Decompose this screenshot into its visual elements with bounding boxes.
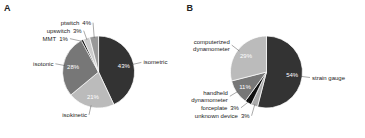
- category-label: isotonic: [33, 61, 53, 67]
- data-label: 43%: [118, 63, 131, 69]
- category-label: unknown device: [195, 113, 239, 119]
- category-label: upswitch: [47, 28, 70, 34]
- data-label: 21%: [87, 94, 100, 100]
- slice-label: unknown device3%: [195, 113, 250, 119]
- leader-line: [300, 76, 310, 77]
- leader-line: [241, 101, 249, 107]
- slice-label: isokinetic: [62, 112, 87, 118]
- label-line: strain gauge: [312, 75, 346, 81]
- label-line: upswitch: [47, 28, 70, 34]
- data-label: 11%: [239, 84, 251, 90]
- data-label: 1%: [59, 36, 68, 42]
- label-line: isometric: [143, 59, 167, 65]
- leader-line: [89, 105, 91, 114]
- panel-label: A: [4, 3, 11, 13]
- category-label: computerizeddynamometer: [193, 39, 230, 52]
- slice-label: MMT1%: [43, 36, 69, 42]
- category-label: forceplate: [201, 105, 228, 111]
- category-label: isometric: [143, 59, 167, 65]
- label-line: isotonic: [33, 61, 53, 67]
- slice-label: isotonic: [33, 61, 53, 67]
- label-line: unknown device: [195, 113, 239, 119]
- label-line: handheld: [203, 90, 228, 96]
- labels: 54%11%29%strain gaugeunknown device3%for…: [191, 39, 346, 119]
- figure: A 43% 21% 28% isometric isokinetic isotonic MMT…: [0, 0, 365, 138]
- category-label: MMT: [43, 36, 57, 42]
- category-label: isokinetic: [62, 112, 87, 118]
- label-line: dynamometer: [191, 97, 228, 103]
- category-label: strain gauge: [312, 75, 346, 81]
- data-label: 54%: [286, 72, 299, 78]
- pie: A 43% 21% 28% isometric isokinetic isotonic MMT…: [4, 3, 167, 118]
- pie: B54%11%29%strain gaugeunknown device3%fo…: [187, 3, 346, 119]
- label-line: computerized: [194, 39, 230, 45]
- data-label: 28%: [67, 64, 80, 70]
- label-line: ptwitch: [61, 20, 80, 26]
- data-label: 3%: [230, 105, 239, 111]
- slice: [230, 36, 266, 81]
- slice-label: isometric: [143, 59, 167, 65]
- label-line: forceplate: [201, 105, 228, 111]
- leader-line: [70, 39, 83, 42]
- panel-label: B: [187, 3, 194, 13]
- data-label: 3%: [73, 28, 82, 34]
- leader-line: [93, 23, 94, 38]
- data-label: 4%: [82, 20, 91, 26]
- leader-line: [132, 62, 141, 64]
- slice-label: handhelddynamometer: [191, 90, 228, 103]
- label-line: MMT: [43, 36, 57, 42]
- labels: 43% 21% 28% isometric isokinetic isotonic MMT1…: [33, 20, 167, 118]
- slices: [63, 36, 135, 108]
- slice-label: computerizeddynamometer: [193, 39, 230, 52]
- slice-label: strain gauge: [312, 75, 346, 81]
- data-label: 29%: [240, 53, 253, 59]
- slices: [230, 36, 302, 108]
- leader-line: [55, 64, 65, 66]
- slice-label: ptwitch4%: [61, 20, 92, 26]
- category-label: handhelddynamometer: [191, 90, 228, 103]
- slice: [90, 36, 99, 72]
- slice-label: upswitch3%: [47, 28, 83, 34]
- data-label: 3%: [241, 113, 250, 119]
- label-line: isokinetic: [62, 112, 87, 118]
- leader-line: [230, 91, 238, 96]
- category-label: ptwitch: [61, 20, 80, 26]
- leader-line: [232, 45, 240, 51]
- label-line: dynamometer: [193, 46, 230, 52]
- leader-line: [252, 104, 255, 116]
- slice-label: forceplate3%: [201, 105, 240, 111]
- leader-line: [84, 31, 87, 40]
